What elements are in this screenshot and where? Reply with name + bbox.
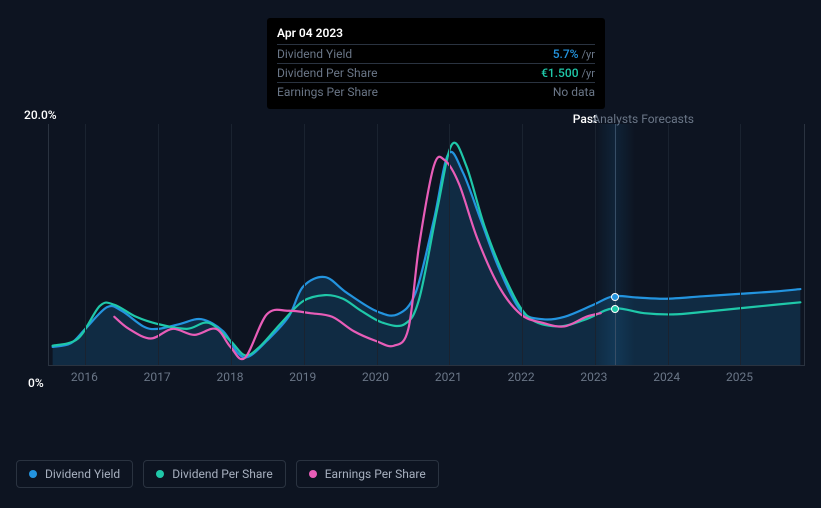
x-tick-label: 2024	[653, 370, 680, 384]
tooltip-label: Earnings Per Share	[277, 85, 378, 99]
gridline	[449, 124, 450, 365]
data-marker	[611, 293, 619, 301]
gridline	[158, 124, 159, 365]
legend-dot-icon	[156, 470, 164, 478]
x-tick-label: 2016	[71, 370, 98, 384]
tooltip-value: €1.500/yr	[541, 66, 595, 80]
chart-container: 20.0% 0% Past Analysts Forecasts 2016201…	[16, 100, 805, 458]
legend-label: Dividend Yield	[45, 467, 120, 481]
legend-dot-icon	[309, 470, 317, 478]
x-axis: 2016 2017 2018 2019 2020 2021 2022 2023 2024 2025	[48, 370, 805, 388]
gridline	[231, 124, 232, 365]
tooltip-label: Dividend Per Share	[277, 66, 378, 80]
y-axis-max: 20.0%	[24, 108, 57, 122]
plot-area[interactable]: Past Analysts Forecasts	[48, 124, 805, 366]
tooltip-label: Dividend Yield	[277, 47, 352, 61]
x-tick-label: 2017	[144, 370, 171, 384]
legend-item[interactable]: Dividend Yield	[16, 460, 133, 488]
legend-item[interactable]: Earnings Per Share	[296, 460, 439, 488]
tooltip-row: Earnings Per Share No data	[277, 82, 595, 101]
legend-item[interactable]: Dividend Per Share	[143, 460, 286, 488]
cursor-highlight	[595, 124, 635, 365]
y-axis-min: 0%	[28, 376, 44, 390]
tooltip-value: No data	[553, 85, 595, 99]
legend: Dividend Yield Dividend Per Share Earnin…	[16, 460, 439, 488]
gridline	[304, 124, 305, 365]
legend-label: Dividend Per Share	[172, 467, 273, 481]
gridline	[377, 124, 378, 365]
legend-dot-icon	[29, 470, 37, 478]
gridline	[522, 124, 523, 365]
x-tick-label: 2021	[435, 370, 462, 384]
gridline	[668, 124, 669, 365]
tooltip-row: Dividend Per Share €1.500/yr	[277, 63, 595, 82]
gridline	[85, 124, 86, 365]
x-tick-label: 2022	[508, 370, 535, 384]
tooltip-value: 5.7%/yr	[553, 47, 595, 61]
legend-label: Earnings Per Share	[325, 467, 426, 481]
gridline	[740, 124, 741, 365]
tooltip-date: Apr 04 2023	[277, 24, 595, 44]
x-tick-label: 2019	[289, 370, 316, 384]
x-tick-label: 2020	[362, 370, 389, 384]
chart-tooltip: Apr 04 2023 Dividend Yield 5.7%/yr Divid…	[267, 18, 605, 109]
data-marker	[611, 305, 619, 313]
x-tick-label: 2023	[580, 370, 607, 384]
x-tick-label: 2025	[726, 370, 753, 384]
tooltip-row: Dividend Yield 5.7%/yr	[277, 44, 595, 63]
chart-svg	[49, 124, 804, 365]
x-tick-label: 2018	[216, 370, 243, 384]
